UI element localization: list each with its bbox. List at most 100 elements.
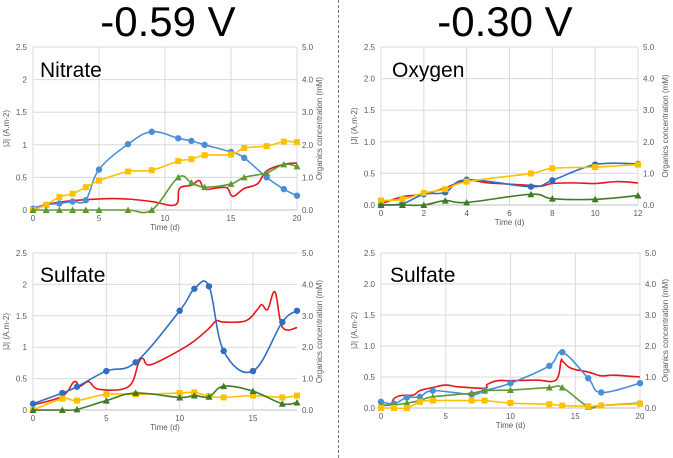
y-tick-label: 0.5 [364, 169, 376, 178]
y-right-tick-label: 2.0 [302, 343, 314, 352]
x-tick-label: 2 [422, 209, 427, 218]
y-tick-label: 0.5 [16, 173, 28, 182]
data-point-triangle [463, 198, 471, 206]
data-point-square [403, 405, 410, 411]
series-organic-3 [378, 397, 643, 411]
data-point-triangle [132, 389, 140, 397]
data-point-square [103, 391, 110, 398]
data-point-square [82, 184, 89, 191]
data-point-triangle [507, 386, 514, 394]
data-point-square [507, 400, 514, 407]
data-point-circle [175, 135, 182, 142]
data-point-circle [201, 141, 208, 148]
series-line-current [380, 358, 641, 407]
data-point-circle [293, 307, 301, 314]
y-tick-label: 2.5 [16, 43, 28, 52]
data-point-circle [416, 393, 424, 401]
data-point-square [176, 390, 183, 397]
y-tick-label: 1.0 [364, 342, 376, 351]
data-point-square [69, 190, 76, 197]
x-tick-label: 5 [97, 214, 102, 223]
data-point-triangle [55, 206, 63, 213]
data-point-circle [124, 140, 132, 148]
data-point-circle [59, 389, 66, 397]
data-point-circle [69, 198, 76, 205]
series-organic-1 [29, 280, 301, 407]
y-tick-label: 2 [23, 280, 28, 289]
data-point-triangle [58, 406, 66, 413]
data-point-triangle [545, 384, 553, 391]
data-point-square [294, 139, 300, 146]
data-point-square [96, 177, 102, 184]
data-point-triangle [148, 206, 156, 213]
series-current [380, 358, 641, 407]
data-point-square [220, 394, 227, 401]
data-point-square [148, 167, 155, 174]
y-right-tick-label: 3.0 [643, 106, 655, 115]
data-point-circle [132, 359, 139, 366]
data-point-circle [527, 183, 535, 190]
x-tick-label: 15 [571, 412, 580, 421]
data-point-triangle [558, 384, 566, 391]
y-tick-label: 0.5 [364, 373, 376, 382]
data-point-square [429, 397, 436, 404]
y-right-axis-label: Organics concentration (mM) [661, 74, 670, 177]
data-point-circle [293, 192, 301, 199]
y-tick-label: 0 [23, 406, 28, 415]
series-current [32, 290, 298, 406]
data-point-square [59, 395, 66, 402]
y-tick-label: 2.5 [364, 43, 376, 52]
data-point-triangle [29, 206, 37, 213]
x-tick-label: 10 [161, 214, 170, 223]
y-right-tick-label: 0.0 [645, 404, 657, 413]
data-point-square [250, 392, 256, 399]
y-tick-label: 2.5 [16, 249, 28, 258]
x-tick-label: 0 [31, 214, 36, 223]
data-point-circle [29, 400, 37, 407]
y-tick-label: 1.5 [364, 311, 376, 320]
y-tick-label: 0 [23, 206, 28, 215]
data-point-square [592, 164, 599, 171]
data-point-triangle [187, 179, 195, 186]
y-tick-label: 1 [23, 343, 28, 352]
data-point-triangle [293, 398, 301, 406]
y-tick-label: 2.0 [364, 75, 376, 84]
data-point-square [463, 178, 470, 185]
x-axis-label: Time (d) [150, 223, 180, 232]
data-point-circle [249, 367, 257, 375]
data-point-circle [597, 389, 605, 396]
data-point-circle [429, 387, 436, 394]
header-left-potential: -0.59 V [100, 0, 236, 45]
data-point-square [279, 394, 286, 401]
x-tick-label: 20 [636, 412, 645, 421]
y-right-tick-label: 1.0 [643, 169, 655, 178]
x-tick-label: 0 [31, 414, 36, 423]
x-tick-label: 15 [227, 214, 236, 223]
y-tick-label: 0.0 [364, 404, 376, 413]
y-right-tick-label: 2.0 [643, 138, 655, 147]
data-point-circle [636, 380, 644, 387]
data-point-triangle [174, 173, 182, 181]
x-tick-label: 0 [379, 209, 384, 218]
series-line-organic-1 [32, 280, 298, 405]
data-point-circle [403, 394, 411, 401]
data-point-square [263, 143, 270, 150]
chart-sulfate-3: 0.0 0.5 1.0 1.5 2.0 2.5 0.0 1.0 2.0 3.0 4.0 5.0 0 5 10… [350, 249, 670, 430]
y-right-tick-label: 5.0 [645, 249, 657, 258]
x-tick-label: 20 [293, 214, 302, 223]
data-point-square [481, 397, 488, 404]
x-tick-label: 10 [175, 414, 184, 423]
chart-oxygen-1: 0.0 0.5 1.0 1.5 2.0 2.5 0.0 1.0 2.0 3.0 4.0 5.0 0 2 4 6… [350, 43, 670, 227]
y-right-axis-label: Organics concentration (mM) [661, 279, 670, 382]
y-right-tick-label: 3.0 [302, 312, 314, 321]
data-point-square [241, 145, 248, 152]
data-point-triangle [548, 195, 556, 202]
data-point-square [468, 397, 475, 404]
data-point-triangle [293, 162, 301, 170]
data-point-circle [148, 128, 155, 135]
data-point-triangle [95, 206, 103, 213]
x-tick-label: 15 [249, 414, 258, 423]
data-point-triangle [527, 190, 535, 198]
data-point-triangle [102, 397, 110, 404]
